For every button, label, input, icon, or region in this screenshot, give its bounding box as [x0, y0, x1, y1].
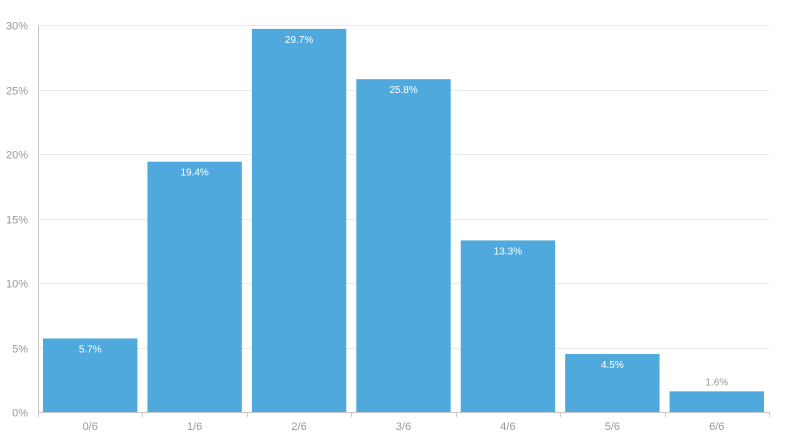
bar-1-of-6[interactable]: [147, 161, 242, 412]
bar-value-label: 19.4%: [180, 168, 208, 179]
y-tick-label: 5%: [12, 344, 28, 356]
bar-2-of-6[interactable]: [251, 28, 347, 413]
bar-value-label: 25.8%: [389, 85, 417, 96]
bar-4-of-6[interactable]: [460, 240, 556, 412]
data-labels: 5.7% 19.4% 29.7% 25.8% 13.3% 4.5% 1.6%: [79, 35, 728, 388]
x-tick-label: 0/6: [83, 421, 98, 433]
x-tick-label: 2/6: [291, 421, 306, 433]
bar-3-of-6[interactable]: [356, 79, 451, 413]
y-tick-label: 15%: [6, 215, 28, 227]
x-tick-label: 4/6: [500, 421, 515, 433]
bar-value-label: 1.6%: [705, 377, 728, 388]
bar-5-of-6[interactable]: [565, 353, 660, 412]
bar-value-label: 29.7%: [285, 35, 313, 46]
x-tick-label: 1/6: [187, 421, 202, 433]
x-tick-label: 5/6: [605, 421, 620, 433]
y-tick-label: 0%: [12, 408, 28, 420]
y-tick-label: 25%: [6, 86, 28, 98]
y-tick-label: 20%: [6, 150, 28, 162]
bar-value-label: 4.5%: [601, 360, 624, 371]
bar-6-of-6[interactable]: [669, 391, 764, 412]
x-tick-label: 6/6: [709, 421, 724, 433]
bars: [43, 28, 764, 413]
y-tick-label: 30%: [6, 21, 28, 33]
bar-value-label: 13.3%: [494, 246, 522, 257]
axes: 0% 5% 10% 15% 20% 25% 30% 0/6 1/6 2/6 3/6 4/6 5/6 6/6: [6, 21, 770, 433]
bar-0-of-6[interactable]: [43, 338, 138, 412]
bar-value-label: 5.7%: [79, 344, 102, 355]
y-tick-label: 10%: [6, 279, 28, 291]
x-tick-label: 3/6: [396, 421, 411, 433]
